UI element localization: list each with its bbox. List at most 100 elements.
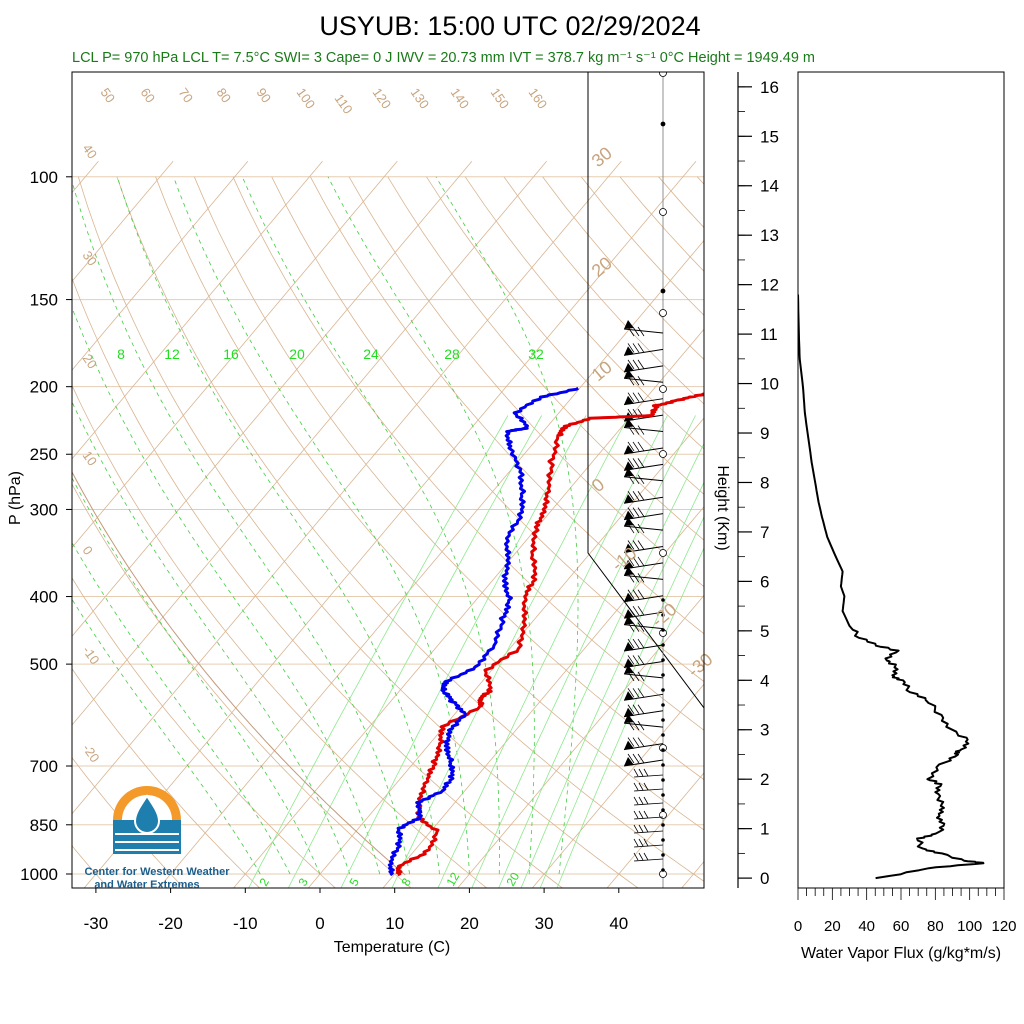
dry-adiabat-label: 150 [488, 85, 513, 111]
wind-level-marker [661, 808, 665, 812]
y-tick-label: 200 [30, 378, 58, 397]
water-vapor-flux-panel: 0 20 40 60 80 100 120012345678910111213141516 … [714, 71, 1017, 962]
wind-barb [623, 343, 664, 356]
isotherm [681, 860, 704, 888]
wind-barb [623, 369, 664, 386]
mixing-ratio-line [340, 415, 587, 888]
mixing-ratio-label: 12 [443, 870, 462, 889]
wind-level-marker [661, 688, 665, 692]
dry-adiabat-label: 0 [80, 543, 96, 558]
cw3e-logo: Center for Western Weather and Water Ext… [84, 786, 230, 891]
wind-level-marker [661, 823, 665, 827]
height-tick-label: 7 [760, 523, 769, 542]
moist-adiabat [435, 176, 579, 875]
y-tick-label: 150 [30, 291, 58, 310]
x-tick-label: 40 [609, 914, 628, 933]
wind-level-marker [659, 385, 667, 393]
dry-adiabat [232, 176, 704, 731]
mixing-ratio-line [498, 442, 704, 888]
wind-barb [623, 507, 664, 521]
x-tick-label: 30 [535, 914, 554, 933]
dry-adiabat [116, 176, 704, 882]
x-tick-label: -20 [158, 914, 183, 933]
wind-barb [633, 838, 664, 848]
wind-level-marker [661, 733, 665, 737]
height-tick-label: 8 [760, 473, 769, 492]
height-tick-label: 1 [760, 820, 769, 839]
wind-barb [623, 605, 664, 619]
wind-barb [633, 824, 664, 834]
mixing-ratio-line [391, 415, 630, 888]
dry-adiabat-label: -20 [80, 741, 103, 765]
dry-adiabat-label: 80 [214, 85, 235, 105]
wind-level-marker [659, 309, 667, 317]
isotherm [72, 161, 323, 460]
flux-tick-label: 120 [991, 918, 1016, 935]
mixing-ratio-label: 2 [256, 875, 272, 888]
x-axis-label: Temperature (C) [334, 939, 450, 956]
wind-level-marker [661, 613, 665, 617]
wind-level-marker [661, 748, 665, 752]
dry-adiabat-label: 20 [80, 351, 101, 371]
mixing-ratio-line [248, 415, 509, 888]
mixing-ratio-line [520, 481, 704, 888]
moist-adiabat-label: -20 [648, 599, 681, 631]
isotherm [158, 239, 704, 888]
isotherm [756, 161, 1024, 889]
flux-tick-label: 60 [893, 918, 910, 935]
flux-tick-label: 40 [858, 918, 875, 935]
isotherm [83, 161, 697, 888]
y-axis-label: P (hPa) [7, 471, 24, 525]
height-tick-label: 10 [760, 375, 779, 394]
dewpoint-profile [387, 386, 579, 877]
mixing-ratio-line [287, 415, 542, 888]
y-tick-label: 400 [30, 588, 58, 607]
wind-level-marker [661, 853, 665, 857]
height-tick-label: 3 [760, 721, 769, 740]
dry-adiabat-label: 10 [80, 448, 101, 468]
dry-adiabat [426, 176, 704, 495]
mixing-ratio-label: 28 [444, 346, 460, 362]
wind-barb [633, 768, 664, 778]
height-tick-label: 16 [760, 78, 779, 97]
isotherm [72, 161, 398, 549]
height-tick-label: 15 [760, 127, 779, 146]
mixing-ratio-label: 8 [117, 346, 125, 362]
moist-adiabat [173, 176, 470, 875]
mixing-ratio-label: 20 [503, 870, 522, 889]
dry-adiabat-label: 140 [448, 85, 473, 111]
height-tick-label: 11 [760, 325, 778, 344]
x-tick-label: -10 [233, 914, 258, 933]
mixing-ratio-label: 12 [164, 346, 180, 362]
height-tick-label: 0 [760, 869, 769, 888]
wind-barb [623, 566, 664, 583]
dry-adiabat [72, 483, 412, 888]
moist-adiabat [72, 541, 291, 875]
wind-barb [623, 664, 664, 682]
wind-level-marker [659, 450, 667, 458]
dry-adiabat [72, 757, 185, 888]
dry-adiabat-label: 160 [526, 85, 551, 111]
x-tick-label: -30 [84, 914, 109, 933]
height-tick-label: 12 [760, 276, 779, 295]
dry-adiabat-label: -10 [80, 643, 103, 667]
isotherm [72, 161, 547, 726]
height-tick-label: 13 [760, 226, 779, 245]
wind-barb [633, 796, 664, 806]
isotherm [72, 161, 473, 637]
wind-barb [623, 589, 664, 603]
wind-barb [623, 458, 664, 471]
wind-level-marker [660, 121, 666, 127]
wind-level-marker [661, 793, 665, 797]
wind-barb [623, 737, 664, 751]
moist-adiabat-label: -10 [608, 543, 641, 575]
logo-line1: Center for Western Weather [84, 866, 230, 878]
wind-level-marker [659, 72, 667, 77]
wind-barb [633, 810, 664, 820]
dry-adiabat-label: 40 [80, 141, 101, 161]
wind-region-boundary [587, 72, 704, 888]
wind-barb [623, 753, 664, 767]
mixing-ratio-line [437, 415, 668, 888]
wind-level-marker [661, 763, 665, 767]
